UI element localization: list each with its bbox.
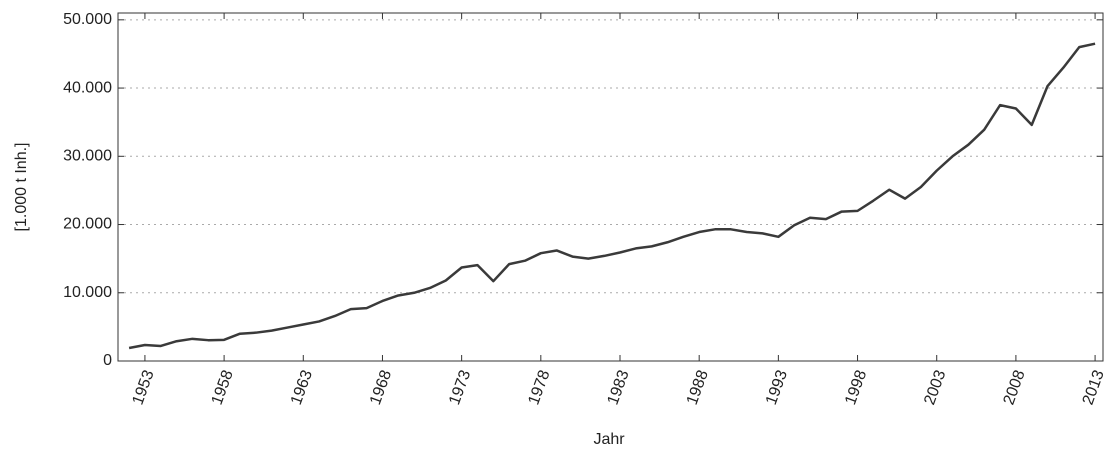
y-tick-label: 10.000 — [63, 284, 112, 301]
x-tick-label: 1983 — [605, 368, 633, 407]
x-tick-label: 1963 — [288, 368, 316, 407]
x-tick-label: 1973 — [446, 368, 474, 407]
x-tick-label: 2003 — [921, 368, 949, 407]
x-tick-label: 1958 — [209, 368, 237, 407]
y-tick-label: 50.000 — [63, 11, 112, 28]
x-axis-label: Jahr — [593, 431, 625, 448]
x-tick-label: 1953 — [129, 368, 157, 407]
y-tick-label: 30.000 — [63, 148, 112, 165]
x-tick-label: 2008 — [1000, 368, 1028, 407]
y-tick-label: 40.000 — [63, 79, 112, 96]
x-tick-label: 1993 — [763, 368, 791, 407]
y-axis-label: [1.000 t Inh.] — [13, 143, 30, 232]
x-tick-label: 1988 — [684, 368, 712, 407]
x-tick-label: 1978 — [525, 368, 553, 407]
x-tick-label: 1968 — [367, 368, 395, 407]
x-tick-label: 1998 — [842, 368, 870, 407]
data-line — [128, 42, 1096, 350]
x-tick-label: 2013 — [1080, 368, 1108, 407]
y-tick-label: 20.000 — [63, 216, 112, 233]
plot-frame — [117, 12, 1104, 362]
y-tick-label: 0 — [103, 352, 112, 369]
